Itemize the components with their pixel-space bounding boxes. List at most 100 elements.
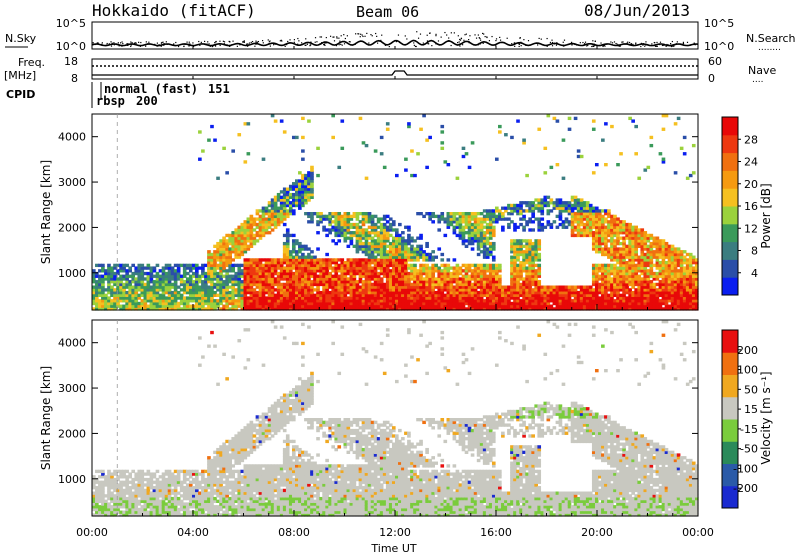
power-cell xyxy=(352,282,357,287)
nsearch-dot xyxy=(475,37,478,39)
power-cell xyxy=(107,277,111,281)
power-cell xyxy=(131,274,136,278)
power-cell xyxy=(537,244,542,248)
power-cell xyxy=(610,233,614,238)
power-cell xyxy=(179,307,184,311)
nsearch-dot xyxy=(208,43,210,45)
power-cell xyxy=(322,225,326,229)
power-cell xyxy=(291,299,296,303)
power-cell xyxy=(455,266,460,270)
power-cell xyxy=(325,233,329,238)
power-cell xyxy=(279,277,284,281)
power-cell xyxy=(622,261,626,265)
power-cell xyxy=(522,138,526,142)
power-cell xyxy=(137,266,142,270)
power-cell xyxy=(588,304,593,308)
power-cell xyxy=(195,304,199,308)
power-cell xyxy=(546,220,551,224)
power-cell xyxy=(225,247,229,251)
power-cell xyxy=(537,209,542,213)
power-cell xyxy=(143,296,148,300)
power-cell xyxy=(382,239,387,243)
power-cell xyxy=(282,250,287,254)
power-cell xyxy=(534,263,539,268)
power-cell xyxy=(313,293,317,297)
power-cell xyxy=(552,116,557,121)
power-cell xyxy=(343,217,348,221)
power-cell xyxy=(643,282,648,287)
power-cell xyxy=(594,206,599,210)
power-cell xyxy=(246,288,251,292)
power-cell xyxy=(222,282,226,287)
power-cell xyxy=(640,288,645,292)
power-cell xyxy=(176,277,181,281)
power-cell xyxy=(382,266,387,270)
nsearch-dot xyxy=(215,41,217,43)
power-cell xyxy=(616,250,620,254)
power-cell xyxy=(310,280,314,284)
power-cell xyxy=(261,285,266,289)
power-cell xyxy=(252,307,257,311)
power-cell xyxy=(258,217,263,221)
power-cell xyxy=(482,271,487,276)
power-cell xyxy=(631,233,635,238)
power-cell xyxy=(385,214,390,219)
power-cell xyxy=(385,252,390,257)
power-cell xyxy=(279,271,284,276)
power-cell xyxy=(531,247,535,251)
power-cell xyxy=(143,304,148,308)
power-cell xyxy=(101,299,105,303)
nsearch-dot xyxy=(343,34,345,36)
power-cell xyxy=(488,274,493,278)
power-cell xyxy=(528,255,532,259)
power-cell xyxy=(116,304,120,308)
power-cell xyxy=(622,222,626,227)
power-cell xyxy=(158,299,163,303)
power-cell xyxy=(288,250,293,254)
power-cell xyxy=(361,304,366,308)
power-cell xyxy=(519,212,523,216)
power-cell xyxy=(285,252,290,257)
power-cell xyxy=(379,250,384,254)
power-cell xyxy=(379,307,384,311)
power-cell xyxy=(161,288,166,292)
power-cell xyxy=(376,231,381,235)
power-cell xyxy=(643,236,648,240)
power-cell xyxy=(501,285,505,289)
power-cell xyxy=(228,247,232,251)
nsearch-dot xyxy=(640,42,643,44)
power-cell xyxy=(570,195,575,199)
power-cell xyxy=(564,290,569,295)
power-cell xyxy=(625,222,629,227)
power-cell xyxy=(328,282,332,287)
power-cell xyxy=(349,293,354,297)
power-cell xyxy=(428,301,432,306)
power-cell xyxy=(455,299,460,303)
power-cell xyxy=(607,214,611,219)
power-cell xyxy=(310,190,314,194)
power-cell xyxy=(273,269,278,273)
power-cell xyxy=(173,304,178,308)
power-cell xyxy=(182,269,187,273)
power-cell xyxy=(316,301,320,306)
power-cell xyxy=(582,285,587,289)
power-cell xyxy=(316,220,320,224)
power-cell xyxy=(295,299,299,303)
power-cell xyxy=(607,228,611,232)
power-cell xyxy=(476,222,481,227)
power-cell xyxy=(352,225,357,229)
power-cell xyxy=(134,266,139,270)
power-cell xyxy=(295,282,299,287)
power-cell xyxy=(516,282,520,287)
power-cell xyxy=(140,271,145,276)
power-cell xyxy=(128,299,132,303)
power-cell xyxy=(649,307,654,311)
power-cell xyxy=(631,271,635,276)
power-cell xyxy=(395,247,399,251)
power-cell xyxy=(213,255,217,259)
power-cell xyxy=(395,296,399,300)
power-cell xyxy=(213,282,217,287)
nsearch-dot xyxy=(596,44,598,46)
power-cell xyxy=(646,236,651,240)
power-cell xyxy=(455,296,460,300)
